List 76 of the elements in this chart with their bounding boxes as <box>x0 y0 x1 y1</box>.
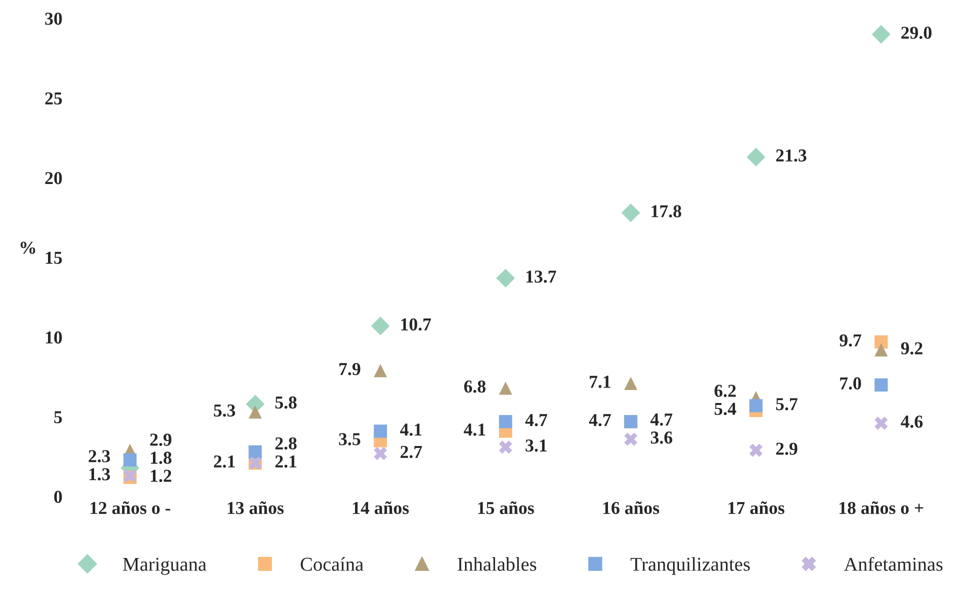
point <box>374 364 387 378</box>
point <box>374 424 387 438</box>
point <box>374 446 387 460</box>
data-label: 2.7 <box>400 446 422 458</box>
data-label: 29.0 <box>901 26 932 39</box>
y-tick-label: 25 <box>45 92 62 105</box>
point <box>498 440 512 454</box>
y-tick-label: 20 <box>45 172 62 184</box>
data-label: 2.1 <box>214 455 235 468</box>
data-label: 1.3 <box>89 468 110 480</box>
point <box>498 382 512 395</box>
data-label: 13.7 <box>526 270 556 283</box>
y-tick-label: 30 <box>45 12 62 25</box>
point <box>123 453 137 466</box>
y-tick-label: 5 <box>54 411 62 424</box>
x-tick-label: 15 años <box>478 501 534 514</box>
point <box>874 416 888 430</box>
data-label: 3.5 <box>339 433 360 446</box>
data-label: 6.8 <box>464 380 486 393</box>
y-tick-label: 0 <box>54 490 62 503</box>
y-axis-title: % <box>20 242 36 254</box>
legend-label: Mariguana <box>122 558 206 575</box>
data-label: 5.4 <box>714 402 736 416</box>
data-label: 2.3 <box>88 450 110 462</box>
data-label: 17.8 <box>652 205 682 218</box>
point <box>498 415 512 428</box>
point <box>874 378 888 392</box>
point <box>371 316 390 336</box>
data-label: 4.7 <box>525 414 548 426</box>
point <box>749 444 763 457</box>
x-tick-label: 17 años <box>728 501 784 514</box>
data-label: 5.7 <box>776 398 798 410</box>
point <box>248 445 262 458</box>
point <box>874 343 888 356</box>
data-label: 5.8 <box>275 396 297 409</box>
data-label: 6.2 <box>714 384 736 398</box>
legend-label: Tranquilizantes <box>630 557 750 575</box>
data-label: 4.7 <box>589 414 611 426</box>
data-label: 4.6 <box>900 416 923 428</box>
data-label: 9.7 <box>840 334 862 347</box>
data-label: 2.1 <box>275 455 296 468</box>
x-tick-label: 14 años <box>352 501 409 514</box>
legend-label: Cocaína <box>300 557 364 571</box>
point <box>496 268 515 288</box>
point <box>624 376 638 390</box>
data-label: 2.8 <box>275 437 297 450</box>
data-label: 7.1 <box>590 376 610 388</box>
point <box>621 204 640 222</box>
data-label: 4.7 <box>650 414 672 426</box>
data-label: 1.2 <box>150 470 172 482</box>
x-tick-label: 12 años o - <box>90 501 170 514</box>
y-tick-label: 15 <box>46 252 62 264</box>
y-tick-label: 10 <box>46 331 62 344</box>
legend-label: Anfetaminas <box>844 556 942 571</box>
x-tick-label: 16 años <box>603 501 660 514</box>
data-label: 7.9 <box>339 363 360 376</box>
data-label: 9.2 <box>901 342 922 354</box>
legend-label: Inhalables <box>458 557 536 571</box>
point <box>746 148 766 166</box>
data-label: 21.3 <box>776 149 806 162</box>
x-tick-label: 18 años o + <box>840 501 924 514</box>
point <box>248 405 262 419</box>
x-tick-label: 13 años <box>228 501 284 514</box>
data-label: 3.1 <box>526 440 547 452</box>
data-label: 3.6 <box>650 432 672 444</box>
data-label: 2.9 <box>150 434 172 446</box>
data-label: 4.1 <box>464 424 486 436</box>
data-label: 10.7 <box>401 318 431 331</box>
data-label: 7.0 <box>840 377 862 390</box>
data-label: 2.9 <box>776 442 798 455</box>
data-label: 4.1 <box>400 424 422 436</box>
data-label: 5.3 <box>214 404 236 417</box>
data-label: 1.8 <box>150 452 172 464</box>
point <box>872 25 890 44</box>
point <box>624 432 638 446</box>
point <box>749 399 763 412</box>
